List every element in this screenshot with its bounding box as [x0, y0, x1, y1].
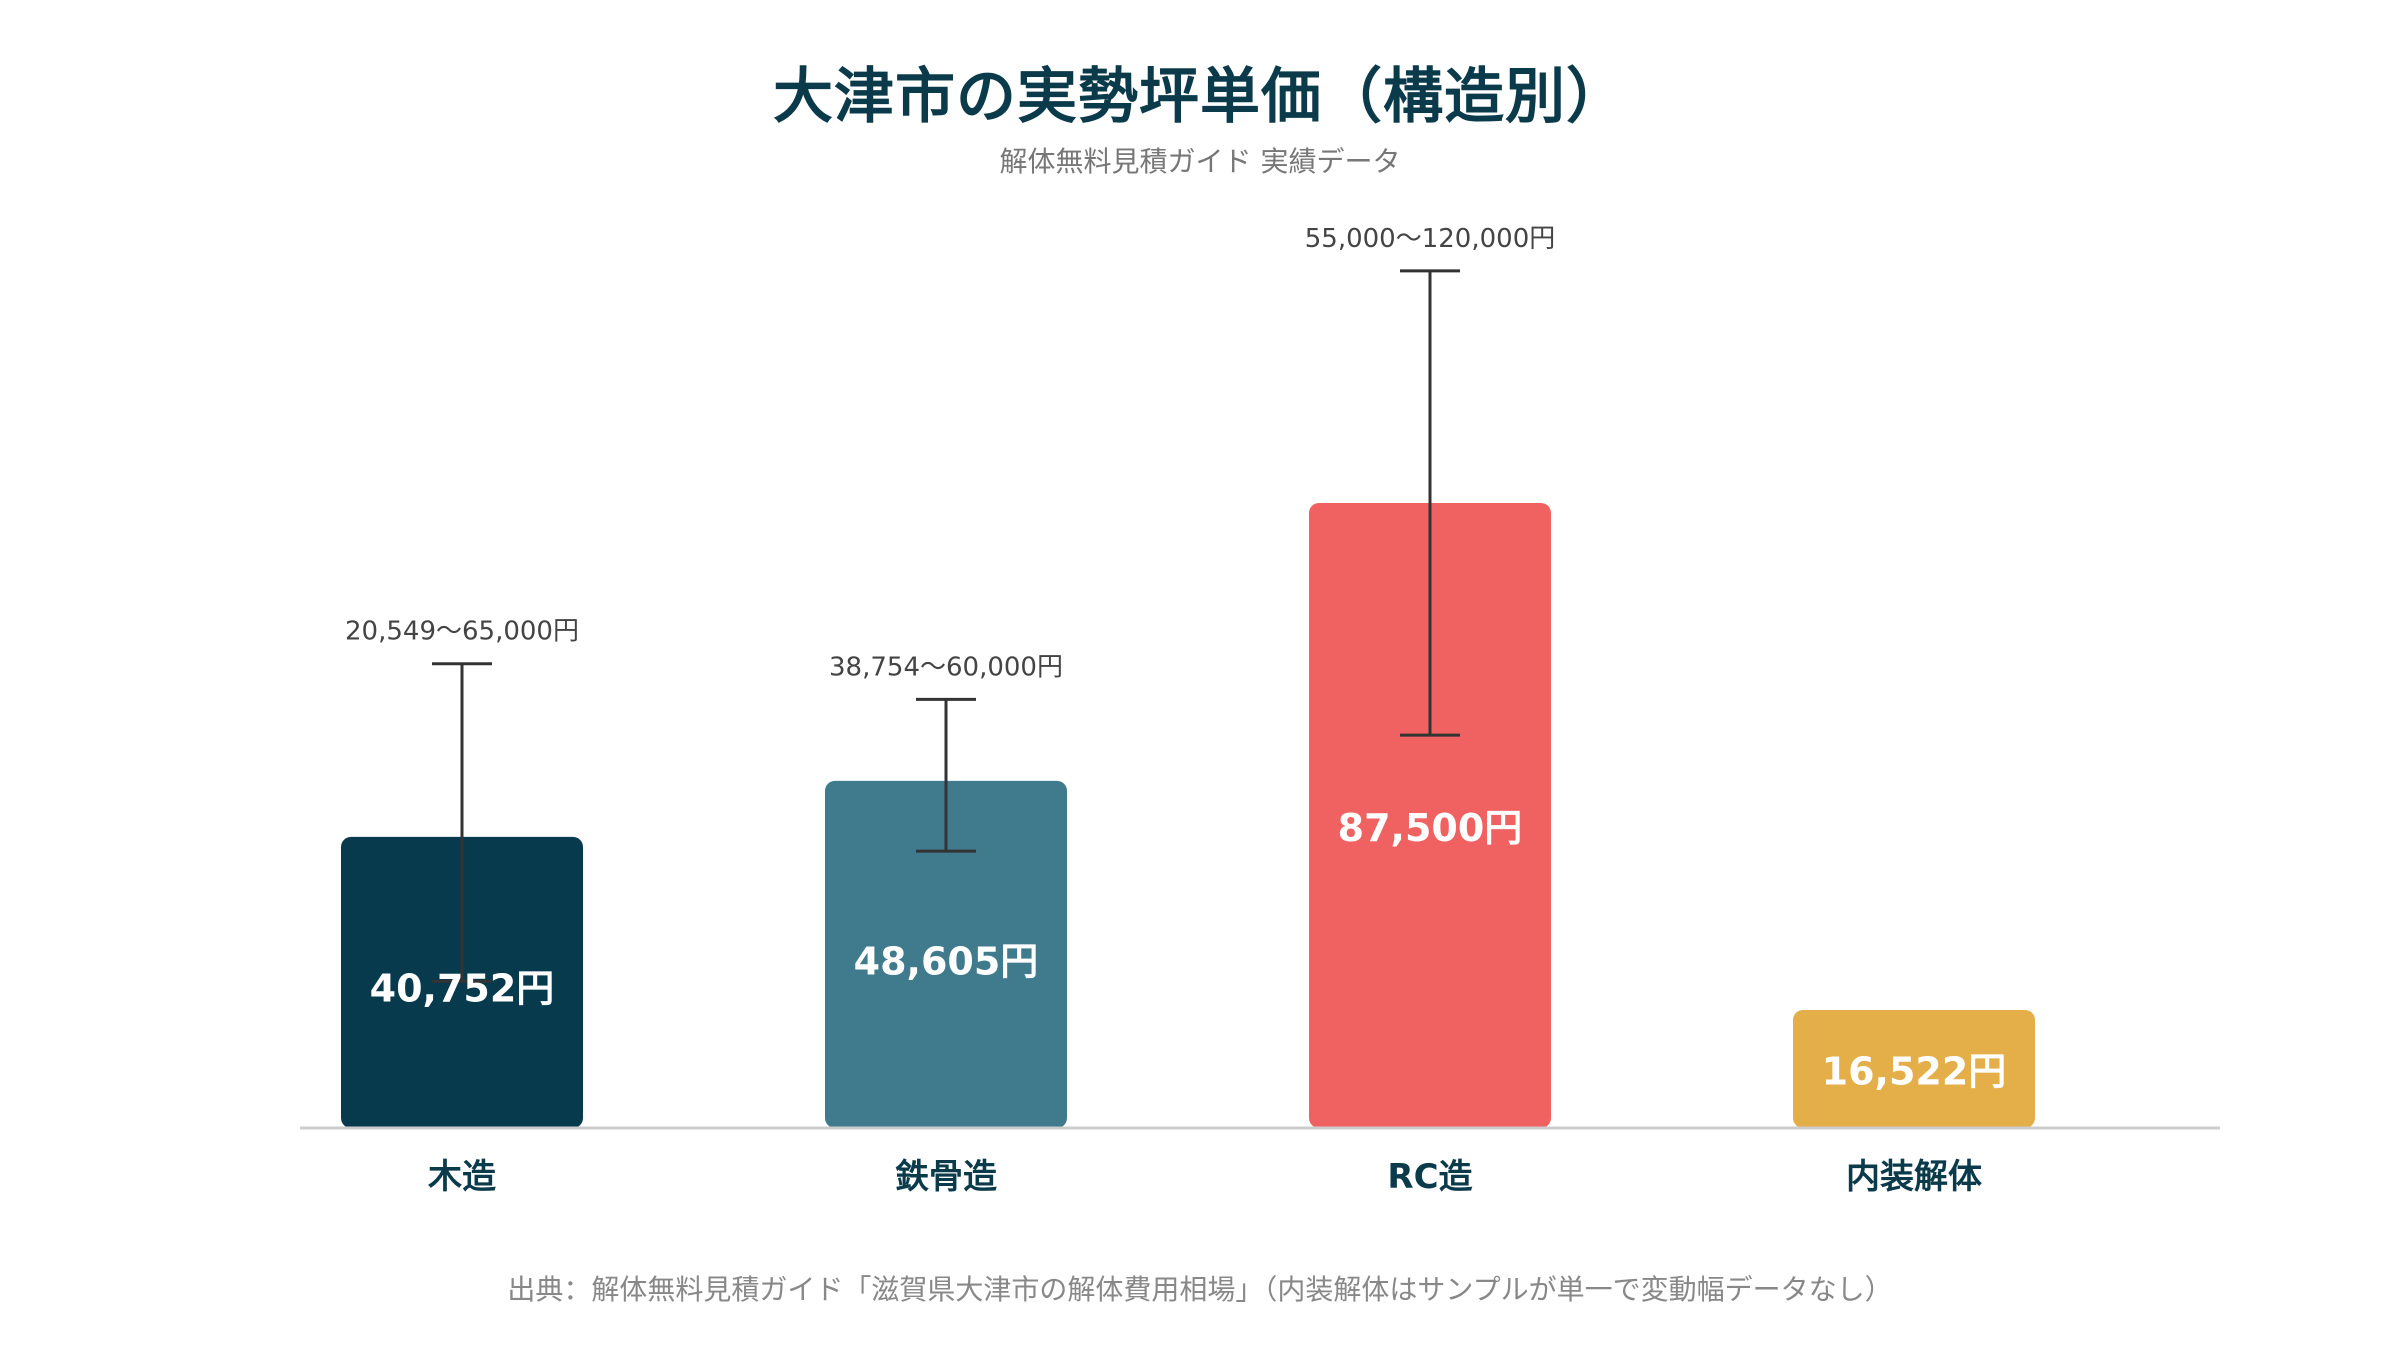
bar-value-label: 40,752円 — [370, 966, 555, 1010]
bar-value-label: 87,500円 — [1338, 806, 1523, 850]
chart-source-note: 出典：解体無料見積ガイド「滋賀県大津市の解体費用相場」（内装解体はサンプルが単一… — [507, 1273, 1893, 1306]
bar-value-label: 16,522円 — [1822, 1049, 2007, 1093]
category-tick-label: 鉄骨造 — [895, 1157, 997, 1197]
range-label: 20,549〜65,000円 — [345, 617, 579, 647]
bar — [825, 780, 1067, 1128]
range-label: 55,000〜120,000円 — [1305, 224, 1556, 254]
category-tick-label: RC造 — [1387, 1157, 1472, 1197]
range-label: 38,754〜60,000円 — [829, 652, 1063, 682]
chart-title: 大津市の実勢坪単価（構造別） — [773, 62, 1627, 132]
bar-value-label: 48,605円 — [854, 939, 1039, 983]
category-tick-label: 木造 — [427, 1157, 496, 1197]
category-tick-label: 内装解体 — [1846, 1157, 1982, 1197]
bar — [1793, 1009, 2035, 1128]
error-bars-layer — [432, 269, 1460, 983]
chart-subtitle: 解体無料見積ガイド 実績データ — [999, 145, 1401, 178]
bars-layer — [341, 503, 2035, 1128]
bar — [1309, 503, 1551, 1128]
